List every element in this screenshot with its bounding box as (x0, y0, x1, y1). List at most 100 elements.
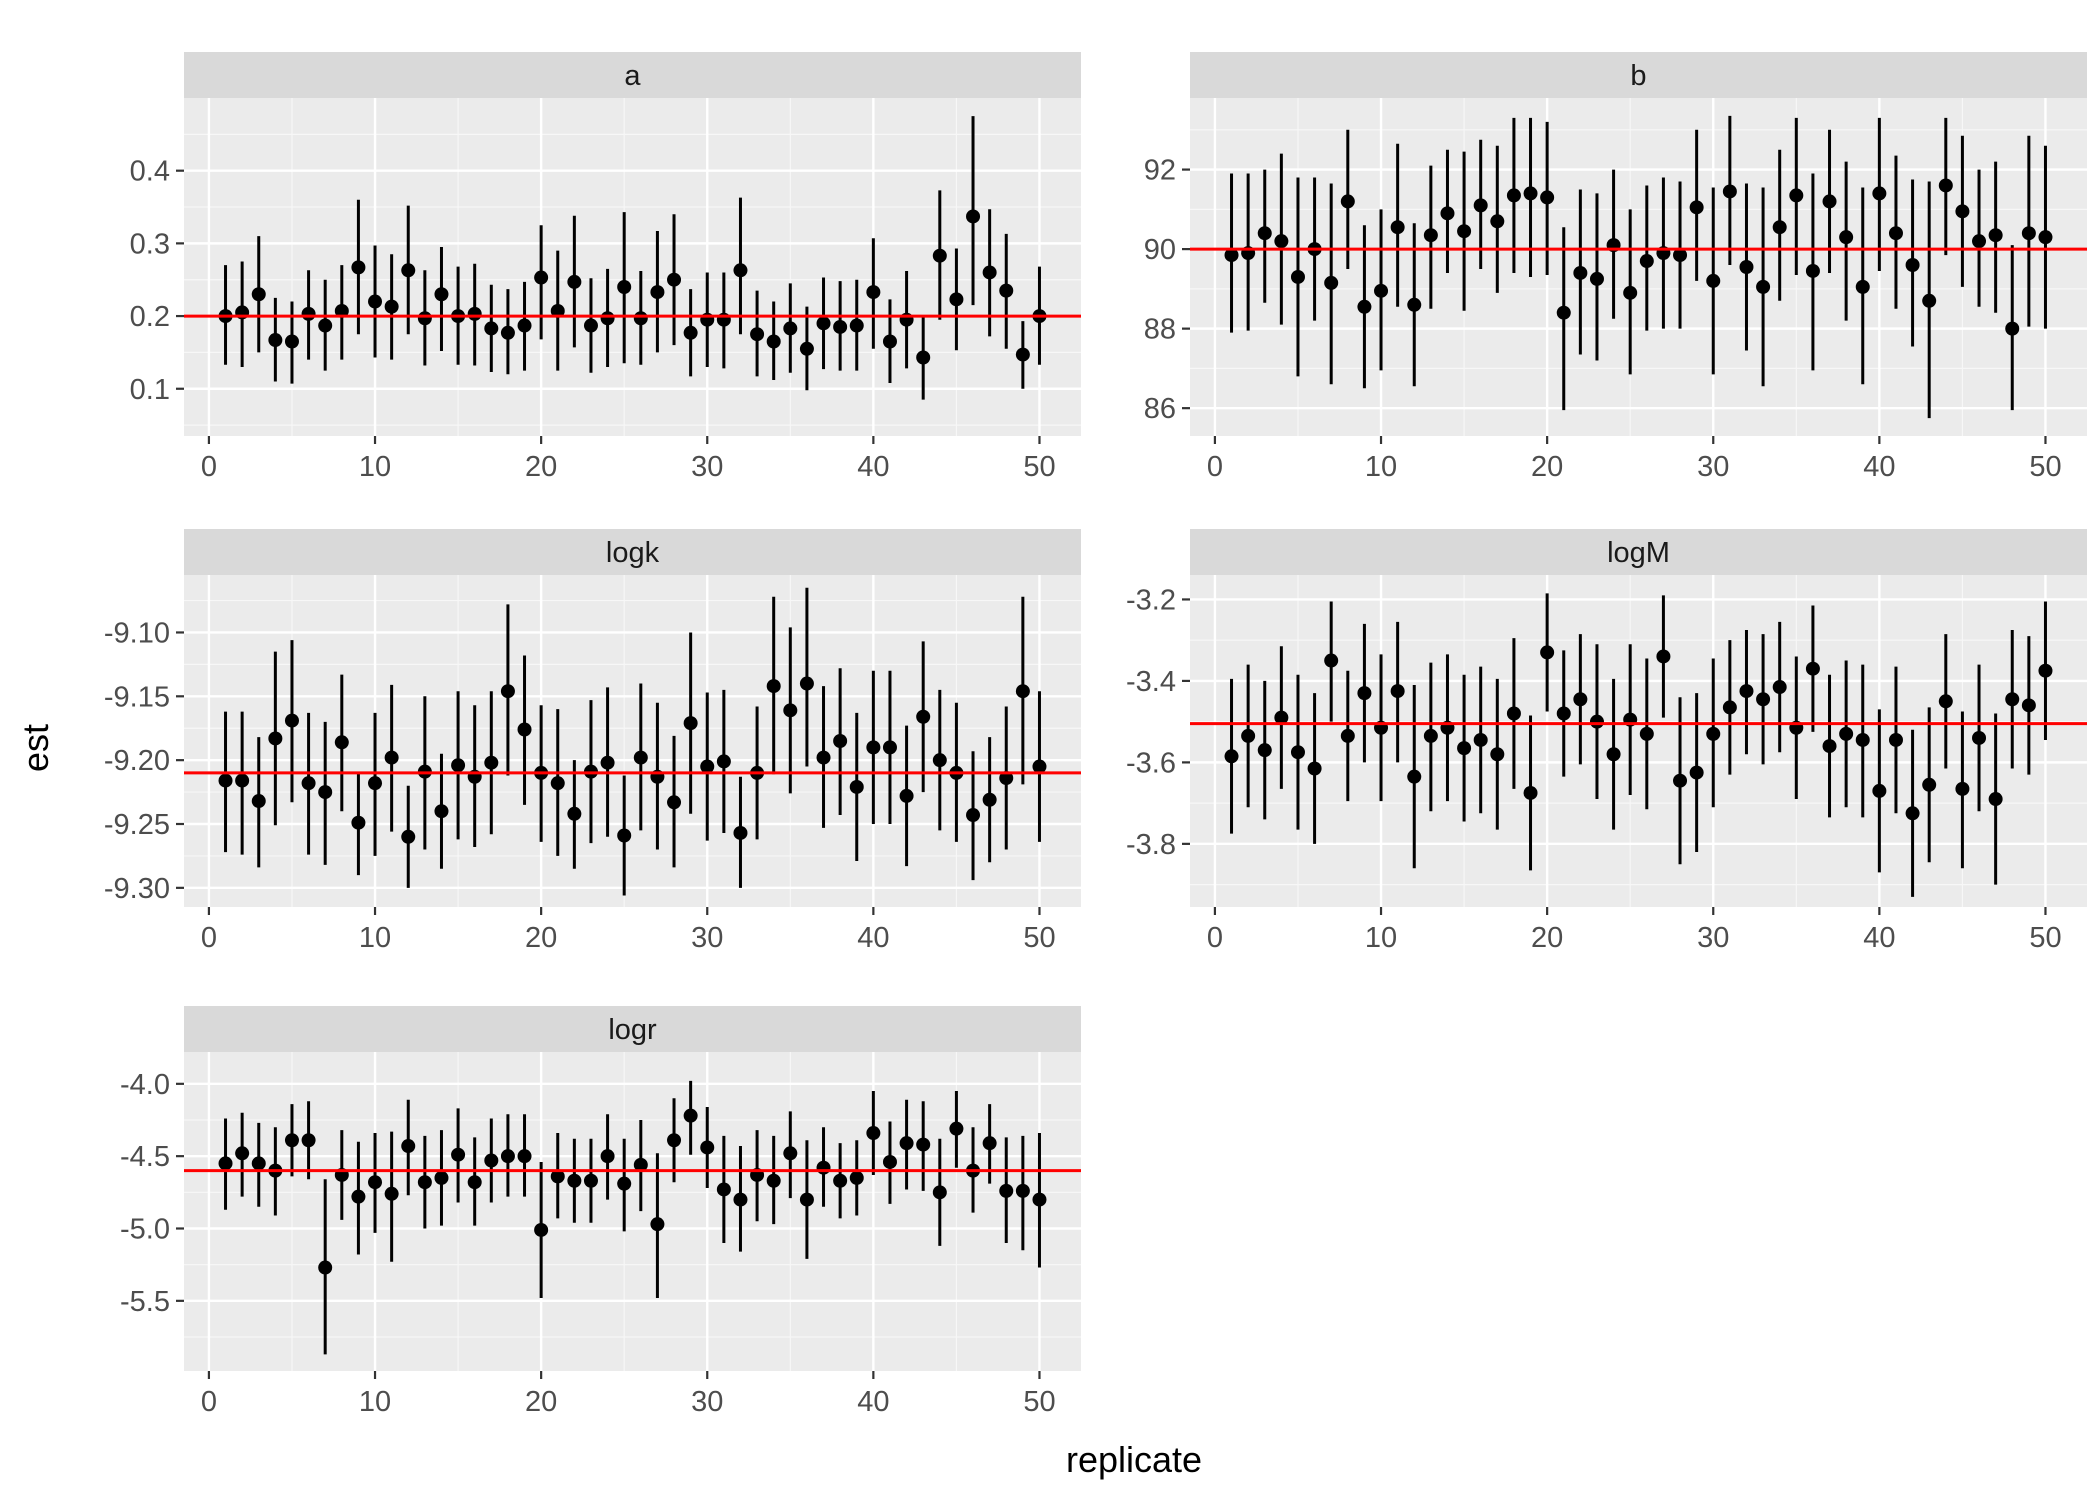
y-tick-label: -9.25 (104, 809, 170, 841)
data-point (368, 294, 383, 309)
x-tick-label: 50 (2029, 922, 2061, 954)
data-point (484, 321, 499, 336)
data-point (550, 776, 565, 791)
data-point (1839, 230, 1854, 245)
data-point (1955, 781, 1970, 796)
data-point (966, 209, 981, 224)
data-point (833, 319, 848, 334)
y-tick-label: -9.30 (104, 873, 170, 905)
data-point (517, 318, 532, 333)
data-point (617, 1176, 632, 1191)
data-point (916, 1137, 931, 1152)
facet-strip-label-b: b (1630, 60, 1646, 92)
data-point (451, 758, 466, 773)
data-point (1357, 686, 1372, 701)
panel-background-logr (184, 1052, 1081, 1371)
y-tick-label: -3.2 (1126, 584, 1176, 616)
data-point (1673, 773, 1688, 788)
data-point (932, 248, 947, 263)
data-point (368, 776, 383, 791)
data-point (534, 270, 549, 285)
data-point (1423, 228, 1438, 243)
data-point (799, 1192, 814, 1207)
data-point (1756, 692, 1771, 707)
data-point (733, 1192, 748, 1207)
data-point (567, 806, 582, 821)
data-point (716, 1182, 731, 1197)
data-point (667, 1133, 682, 1148)
y-tick-label: -9.15 (104, 681, 170, 713)
data-point (1972, 234, 1987, 249)
data-point (1938, 694, 1953, 709)
facet-strip-label-logr: logr (608, 1014, 657, 1046)
y-axis-title: est (15, 724, 56, 772)
y-tick-label: -5.5 (120, 1286, 170, 1318)
data-point (434, 287, 449, 302)
x-tick-label: 0 (201, 922, 217, 954)
data-point (1290, 269, 1305, 284)
data-point (218, 773, 233, 788)
data-point (268, 731, 283, 746)
y-tick-label: 86 (1144, 393, 1176, 425)
data-point (1340, 194, 1355, 209)
data-point (633, 311, 648, 326)
data-point (318, 785, 333, 800)
facet-strip-logk (184, 529, 1081, 575)
data-point (451, 1147, 466, 1162)
data-point (318, 1260, 333, 1275)
data-point (617, 828, 632, 843)
x-tick-label: 40 (857, 1386, 889, 1418)
data-point (1988, 792, 2003, 807)
data-point (1307, 761, 1322, 776)
data-point (1015, 684, 1030, 699)
y-tick-label: -3.6 (1126, 747, 1176, 779)
data-point (351, 260, 366, 275)
data-point (1390, 684, 1405, 699)
data-point (650, 1217, 665, 1232)
y-tick-label: -5.0 (120, 1213, 170, 1245)
x-tick-label: 30 (1697, 922, 1729, 954)
y-tick-label: -4.0 (120, 1069, 170, 1101)
data-point (750, 327, 765, 342)
data-point (1224, 749, 1239, 764)
data-point (1689, 200, 1704, 215)
data-point (1855, 279, 1870, 294)
data-point (1523, 186, 1538, 201)
y-tick-label: 0.3 (130, 228, 170, 260)
data-point (500, 325, 515, 340)
data-point (799, 676, 814, 691)
data-point (1888, 732, 1903, 747)
data-point (1274, 234, 1289, 249)
data-point (550, 1169, 565, 1184)
data-point (1290, 745, 1305, 760)
data-point (351, 815, 366, 830)
x-tick-label: 30 (691, 1386, 723, 1418)
data-point (401, 1139, 416, 1154)
data-point (550, 303, 565, 318)
data-point (1673, 248, 1688, 263)
facet-strip-logm (1190, 529, 2087, 575)
data-point (899, 1136, 914, 1151)
x-tick-label: 20 (1531, 451, 1563, 483)
data-point (1722, 700, 1737, 715)
data-point (1872, 783, 1887, 798)
data-point (816, 316, 831, 331)
data-point (218, 1156, 233, 1171)
data-point (1922, 293, 1937, 308)
data-point (1340, 728, 1355, 743)
data-point (700, 1140, 715, 1155)
data-point (866, 1126, 881, 1141)
data-point (1490, 747, 1505, 762)
data-point (1606, 747, 1621, 762)
data-point (401, 263, 416, 278)
facet-strip-logr (184, 1006, 1081, 1052)
data-point (932, 1185, 947, 1200)
facet-strip-label-a: a (624, 60, 641, 92)
data-point (1473, 198, 1488, 213)
data-point (783, 1146, 798, 1161)
data-point (1490, 214, 1505, 229)
data-point (583, 318, 598, 333)
data-point (235, 773, 250, 788)
data-point (1772, 680, 1787, 695)
facet-strip-b (1190, 52, 2087, 98)
